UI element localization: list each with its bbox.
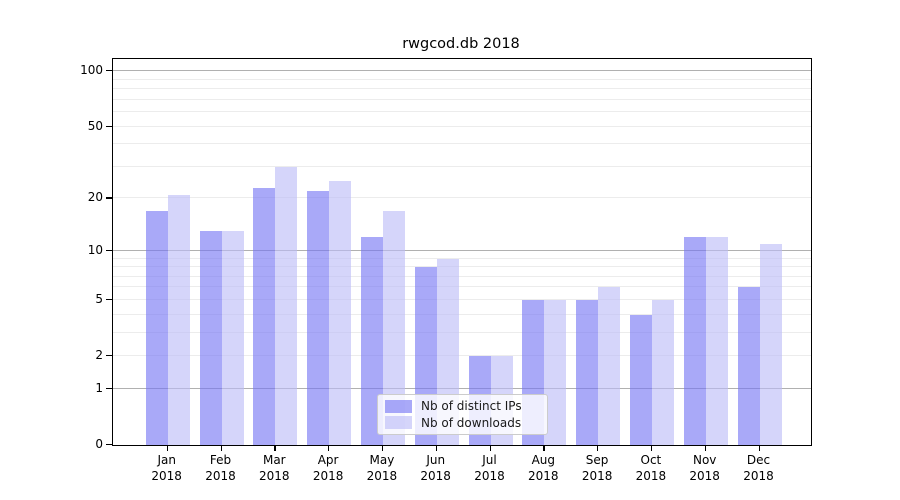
x-tick-label-jul: Jul 2018 (474, 453, 505, 483)
gridline-minor-6 (113, 286, 811, 288)
bar-downloads-apr (329, 181, 352, 445)
legend-label-distinct-ips: Nb of distinct IPs (421, 399, 522, 414)
y-tick-label-50: 50 (87, 118, 103, 133)
x-tick-mark-nov (704, 445, 706, 451)
x-tick-mark-jan (166, 445, 168, 451)
bar-ips-sep (576, 299, 599, 445)
gridline-minor-30 (113, 165, 811, 167)
legend-item-downloads: Nb of downloads (385, 416, 540, 430)
bar-downloads-may (382, 210, 405, 445)
bar-ips-feb (199, 231, 222, 445)
y-axis: 0 1 2 5 10 20 50 100 (0, 0, 103, 500)
plot-area (112, 58, 812, 446)
gridline-minor-80 (113, 88, 811, 90)
x-tick-label-jan: Jan 2018 (151, 453, 182, 483)
y-tick-label-0: 0 (95, 437, 103, 451)
gridline-minor-2 (113, 355, 811, 357)
x-tick-mark-dec (758, 445, 760, 451)
x-tick-mark-jun (435, 445, 437, 451)
legend-label-downloads: Nb of downloads (421, 415, 522, 430)
y-tick-mark-20 (106, 197, 113, 199)
x-tick-label-may: May 2018 (366, 453, 398, 483)
x-tick-mark-apr (328, 445, 330, 451)
gridline-minor-90 (113, 78, 811, 80)
gridline-minor-3 (113, 331, 811, 333)
y-tick-label-10: 10 (87, 242, 103, 257)
x-tick-label-nov: Nov 2018 (689, 453, 720, 483)
y-tick-mark-100 (106, 70, 113, 72)
y-tick-label-1: 1 (95, 380, 103, 395)
bar-downloads-sep (598, 287, 621, 445)
bar-ips-may (360, 237, 383, 445)
x-tick-mark-may (381, 445, 384, 451)
x-tick-label-jun: Jun 2018 (420, 453, 451, 483)
bar-downloads-mar (275, 166, 298, 445)
y-tick-mark-1 (106, 387, 113, 390)
legend-swatch-distinct-ips (385, 399, 412, 413)
gridline-minor-20 (113, 197, 811, 199)
x-tick-mark-sep (597, 445, 599, 451)
bar-ips-apr (307, 191, 330, 445)
gridline-minor-60 (113, 111, 811, 113)
bar-downloads-oct (651, 299, 674, 445)
gridline-major-10 (113, 249, 811, 251)
gridline-minor-50 (113, 125, 811, 127)
gridline-major-1 (113, 387, 811, 389)
bar-downloads-dec (759, 243, 782, 445)
gridline-minor-5 (113, 298, 811, 300)
bar-downloads-feb (221, 231, 244, 445)
x-tick-mark-feb (220, 445, 222, 451)
gridline-minor-4 (113, 313, 811, 315)
gridline-minor-40 (113, 143, 811, 145)
x-tick-label-aug: Aug 2018 (528, 453, 559, 483)
bar-ips-jan (145, 210, 168, 445)
bar-downloads-nov (705, 237, 728, 445)
bar-ips-oct (629, 314, 652, 445)
gridline-major-100 (113, 70, 811, 72)
x-tick-mark-aug (543, 445, 545, 451)
x-tick-label-oct: Oct 2018 (635, 453, 667, 483)
y-tick-mark-5 (106, 298, 113, 301)
x-tick-label-apr: Apr 2018 (312, 453, 344, 483)
x-tick-label-sep: Sep 2018 (581, 453, 613, 483)
x-tick-mark-jul (489, 445, 491, 451)
y-tick-label-5: 5 (95, 291, 103, 306)
x-tick-mark-mar (274, 445, 276, 451)
gridline-minor-9 (113, 257, 811, 259)
y-tick-label-2: 2 (95, 348, 103, 363)
y-tick-label-100: 100 (80, 63, 103, 78)
y-tick-mark-50 (106, 125, 113, 127)
chart-title: rwgcod.db 2018 (402, 36, 520, 52)
bar-downloads-jan (167, 194, 190, 445)
x-tick-label-mar: Mar 2018 (259, 453, 290, 483)
bar-ips-dec (737, 287, 760, 445)
legend: Nb of distinct IPs Nb of downloads (377, 394, 548, 435)
y-tick-mark-10 (106, 249, 113, 252)
gridline-minor-70 (113, 98, 811, 100)
bar-ips-mar (253, 187, 276, 445)
x-tick-mark-oct (650, 445, 653, 451)
legend-swatch-downloads (385, 416, 412, 430)
gridline-minor-7 (113, 275, 811, 277)
bar-downloads-aug (544, 299, 567, 445)
y-tick-mark-2 (106, 355, 113, 357)
x-tick-label-dec: Dec 2018 (743, 453, 774, 483)
legend-item-distinct-ips: Nb of distinct IPs (385, 399, 540, 413)
x-tick-label-feb: Feb 2018 (205, 453, 236, 483)
y-tick-label-20: 20 (87, 190, 103, 205)
y-tick-mark-0 (106, 444, 113, 446)
bar-ips-nov (683, 237, 706, 445)
gridline-minor-8 (113, 266, 811, 268)
